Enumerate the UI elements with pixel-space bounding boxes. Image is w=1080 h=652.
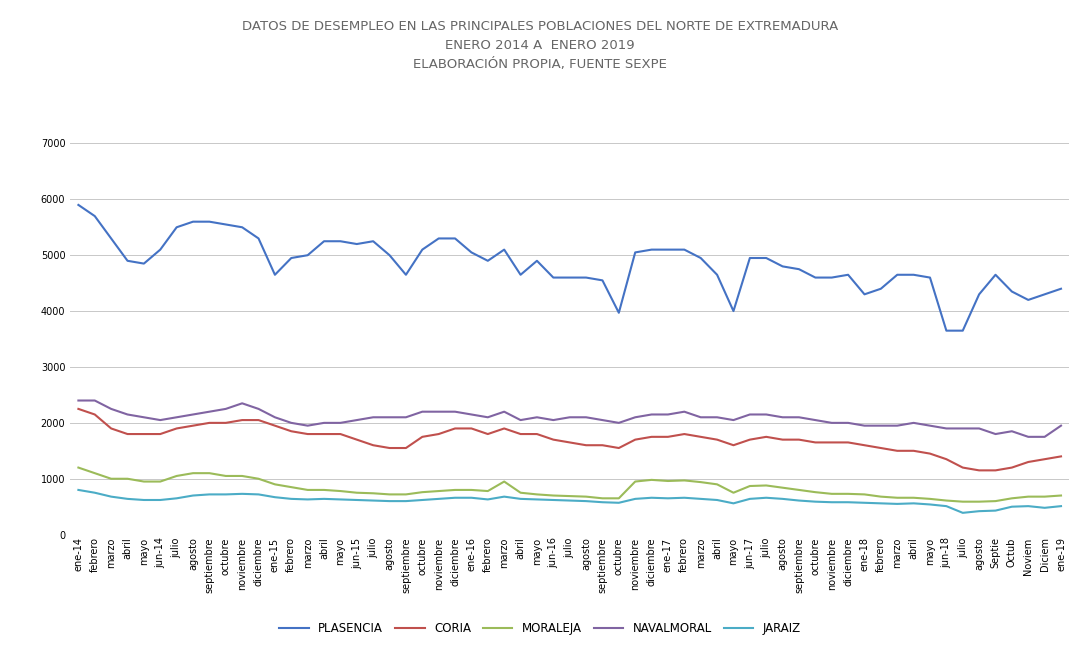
MORALEJA [661,477,674,485]
NAVALMORAL [1022,433,1035,441]
Line: JARAIZ: JARAIZ [79,490,1061,513]
PLASENCIA [596,276,609,284]
Line: MORALEJA: MORALEJA [79,467,1061,501]
JARAIZ [1054,502,1067,510]
PLASENCIA [72,201,85,209]
Line: PLASENCIA: PLASENCIA [79,205,1061,331]
PLASENCIA [661,246,674,254]
JARAIZ [301,496,314,503]
CORIA [416,433,429,441]
NAVALMORAL [416,408,429,415]
MORALEJA [269,481,282,488]
MORALEJA [301,486,314,494]
JARAIZ [661,494,674,502]
CORIA [269,422,282,430]
PLASENCIA [416,246,429,254]
JARAIZ [956,509,969,517]
NAVALMORAL [72,396,85,404]
NAVALMORAL [301,422,314,430]
PLASENCIA [923,274,936,282]
NAVALMORAL [269,413,282,421]
Legend: PLASENCIA, CORIA, MORALEJA, NAVALMORAL, JARAIZ: PLASENCIA, CORIA, MORALEJA, NAVALMORAL, … [274,617,806,640]
NAVALMORAL [596,416,609,424]
MORALEJA [596,494,609,502]
CORIA [301,430,314,438]
Line: CORIA: CORIA [79,409,1061,470]
MORALEJA [923,495,936,503]
JARAIZ [269,494,282,501]
JARAIZ [923,501,936,509]
MORALEJA [72,464,85,471]
PLASENCIA [940,327,953,334]
JARAIZ [72,486,85,494]
JARAIZ [416,496,429,504]
CORIA [661,433,674,441]
Text: DATOS DE DESEMPLEO EN LAS PRINCIPALES POBLACIONES DEL NORTE DE EXTREMADURA
ENERO: DATOS DE DESEMPLEO EN LAS PRINCIPALES PO… [242,20,838,70]
NAVALMORAL [1054,422,1067,430]
MORALEJA [416,488,429,496]
PLASENCIA [269,271,282,278]
CORIA [1054,452,1067,460]
PLASENCIA [1054,285,1067,293]
MORALEJA [956,497,969,505]
NAVALMORAL [923,422,936,430]
PLASENCIA [301,251,314,259]
NAVALMORAL [661,411,674,419]
Line: NAVALMORAL: NAVALMORAL [79,400,1061,437]
CORIA [973,466,986,474]
CORIA [596,441,609,449]
MORALEJA [1054,492,1067,499]
CORIA [923,450,936,458]
JARAIZ [596,498,609,506]
CORIA [72,405,85,413]
